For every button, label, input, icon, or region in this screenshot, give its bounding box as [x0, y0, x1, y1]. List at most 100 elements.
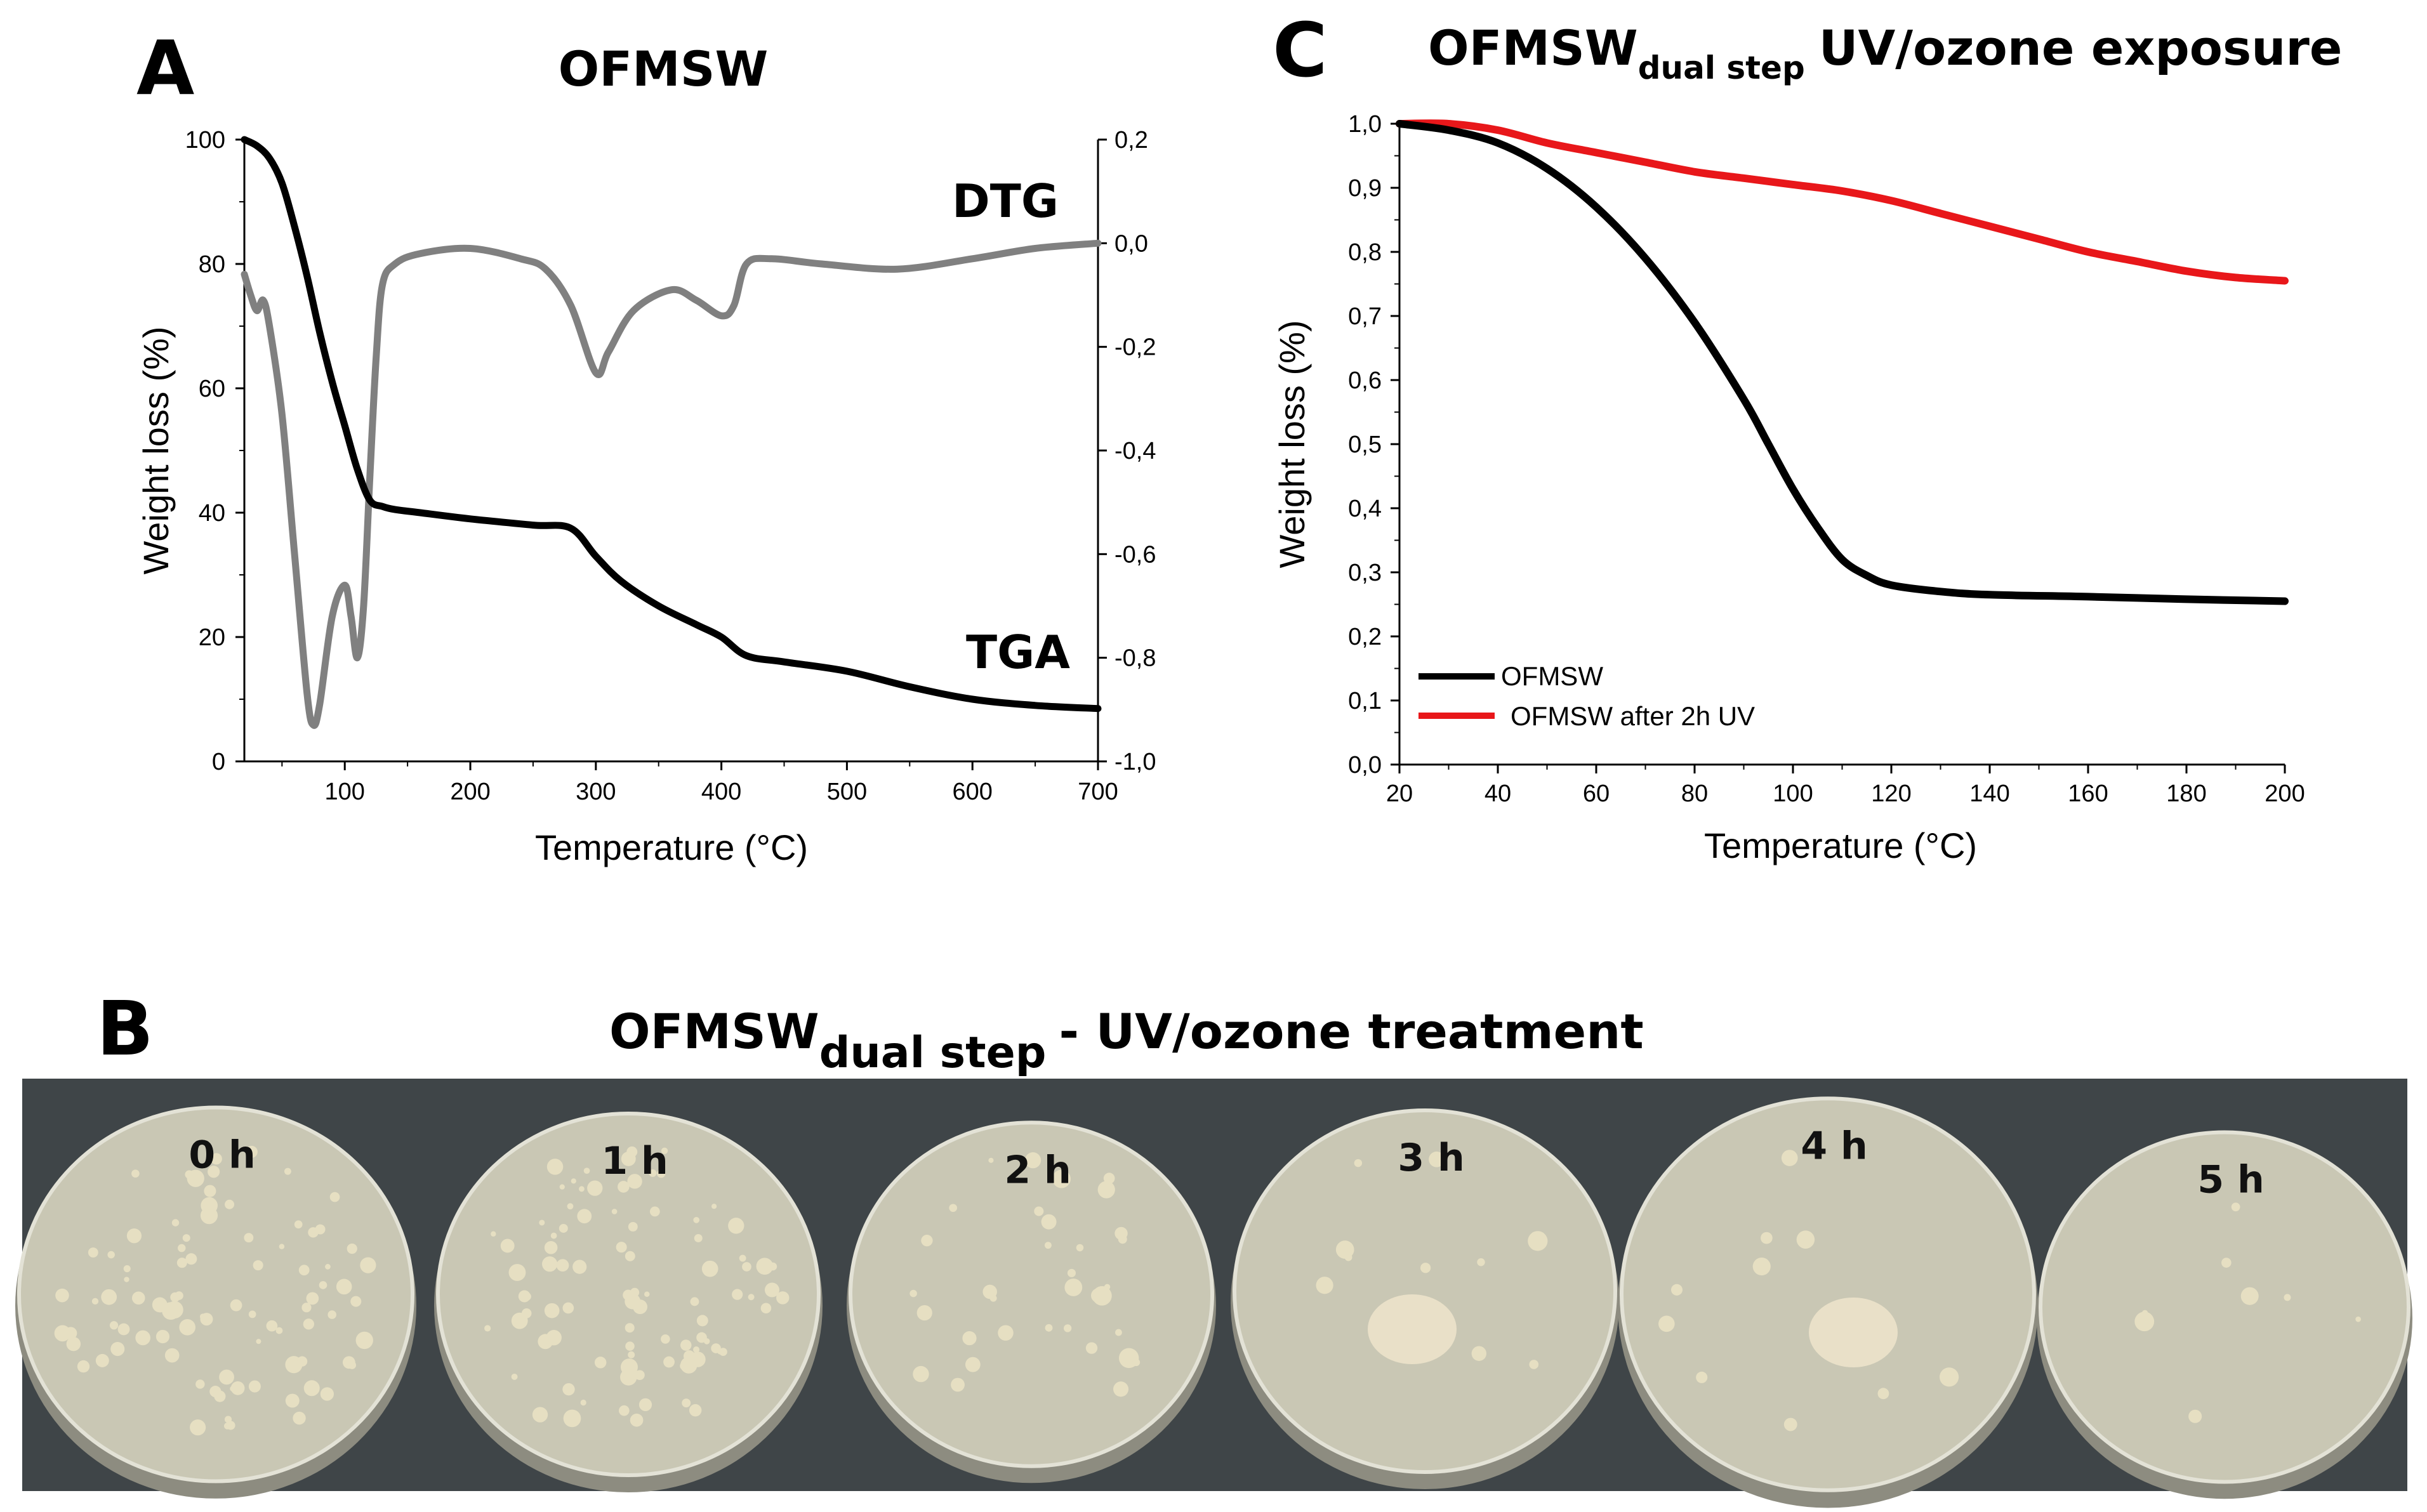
panel-b-title-sub: dual step [819, 1028, 1047, 1078]
colony [630, 1287, 640, 1298]
colony [1052, 1169, 1071, 1188]
x-tick-label: 600 [953, 779, 993, 805]
y-tick-label: 60 [199, 376, 225, 402]
plate-agar [2039, 1130, 2410, 1484]
colony [107, 1251, 115, 1259]
colony [55, 1288, 69, 1303]
panel-b-title-rest: - UV/ozone treatment [1059, 1003, 1643, 1060]
colony [628, 1351, 635, 1358]
colony [2231, 1202, 2240, 1212]
colony [1114, 1226, 1128, 1240]
colony [638, 1398, 652, 1411]
colony [635, 1370, 645, 1381]
colony [1044, 1242, 1052, 1249]
x-tick-label: 200 [2265, 780, 2305, 807]
colony [315, 1224, 326, 1235]
y2-tick-label: -1,0 [1114, 749, 1156, 775]
colony [965, 1357, 981, 1372]
colony [633, 1299, 647, 1315]
plate-agar [1620, 1096, 2036, 1492]
colony [916, 1305, 932, 1321]
colony [208, 1166, 220, 1178]
colony [248, 1310, 256, 1318]
colony [171, 1219, 180, 1226]
colony [66, 1336, 81, 1351]
colony [1477, 1258, 1485, 1266]
colony [571, 1178, 576, 1184]
colony [693, 1346, 700, 1353]
colony [320, 1387, 334, 1401]
colony [756, 1258, 774, 1275]
panel-b-letter: B [96, 985, 154, 1072]
colony [559, 1224, 568, 1233]
colony [135, 1330, 150, 1346]
colony [1420, 1263, 1431, 1273]
colony [296, 1356, 308, 1367]
plate-time-label: 3 h [1398, 1136, 1464, 1180]
colony [303, 1380, 320, 1397]
colony [661, 1147, 668, 1154]
colony [559, 1184, 565, 1190]
colony [275, 1327, 283, 1334]
tga-annotation: TGA [966, 626, 1070, 679]
colony [579, 1186, 585, 1192]
x-tick-label: 80 [1681, 780, 1708, 807]
colony [182, 1234, 190, 1242]
colony [484, 1325, 491, 1332]
colony [1045, 1324, 1053, 1332]
plate-time-label: 1 h [601, 1139, 668, 1183]
colony [117, 1323, 130, 1336]
panel-a-x-ticks: 100 200 300 400 500 600 700 [281, 761, 1118, 805]
colony [1115, 1329, 1122, 1336]
colony [306, 1292, 319, 1305]
colony [101, 1289, 117, 1305]
colony [764, 1282, 779, 1298]
colony [962, 1331, 977, 1346]
colony [176, 1258, 187, 1268]
colony [185, 1253, 197, 1265]
colony [155, 1329, 170, 1344]
colony [123, 1265, 131, 1273]
x-tick-label: 140 [1969, 780, 2009, 807]
colony [1781, 1150, 1798, 1166]
colony [178, 1244, 186, 1252]
y-tick-label: 40 [199, 500, 225, 527]
colony [2134, 1311, 2155, 1332]
colony [511, 1373, 518, 1380]
colony [572, 1259, 587, 1274]
colony [248, 1380, 261, 1393]
colony [921, 1235, 933, 1247]
colony [680, 1362, 689, 1371]
colony [684, 1350, 696, 1362]
y-tick-label: 100 [185, 127, 225, 154]
colony [294, 1220, 303, 1229]
colony [1034, 1206, 1044, 1216]
colony [124, 1277, 129, 1282]
colony [1670, 1284, 1683, 1296]
plate-time-label: 0 h [188, 1133, 255, 1178]
colony [230, 1381, 245, 1395]
colony [325, 1264, 331, 1270]
colony [690, 1297, 699, 1306]
panel-c-legend: OFMSW OFMSW after 2h UV [1419, 661, 1755, 731]
panel-c-y-ticks: 0,0 0,1 0,2 0,3 0,4 0,5 0,6 0,7 0,8 0,9 1,0 [1348, 111, 1399, 779]
panel-c: C OFMSWdual step UV/ozone exposure 20 40 60… [1272, 6, 2342, 865]
colony [562, 1383, 575, 1396]
y-tick-label: 0,6 [1348, 367, 1382, 394]
colony [556, 1259, 569, 1272]
ofmsw-line [1396, 120, 2289, 605]
colony [350, 1296, 362, 1307]
colony [663, 1356, 675, 1368]
panel-b: B OFMSWdual step - UV/ozone treatment 0 h… [15, 985, 2412, 1508]
colony [739, 1254, 746, 1262]
colony [329, 1192, 340, 1202]
petri-plate: 2 h [847, 1121, 1216, 1483]
colony [998, 1325, 1014, 1341]
colony [1064, 1324, 1072, 1332]
y-tick-label: 20 [199, 624, 225, 651]
colony [298, 1265, 310, 1276]
colony [2355, 1316, 2361, 1322]
colony [284, 1167, 291, 1175]
y-tick-label: 0,0 [1348, 752, 1382, 779]
y2-tick-label: -0,6 [1114, 541, 1156, 568]
